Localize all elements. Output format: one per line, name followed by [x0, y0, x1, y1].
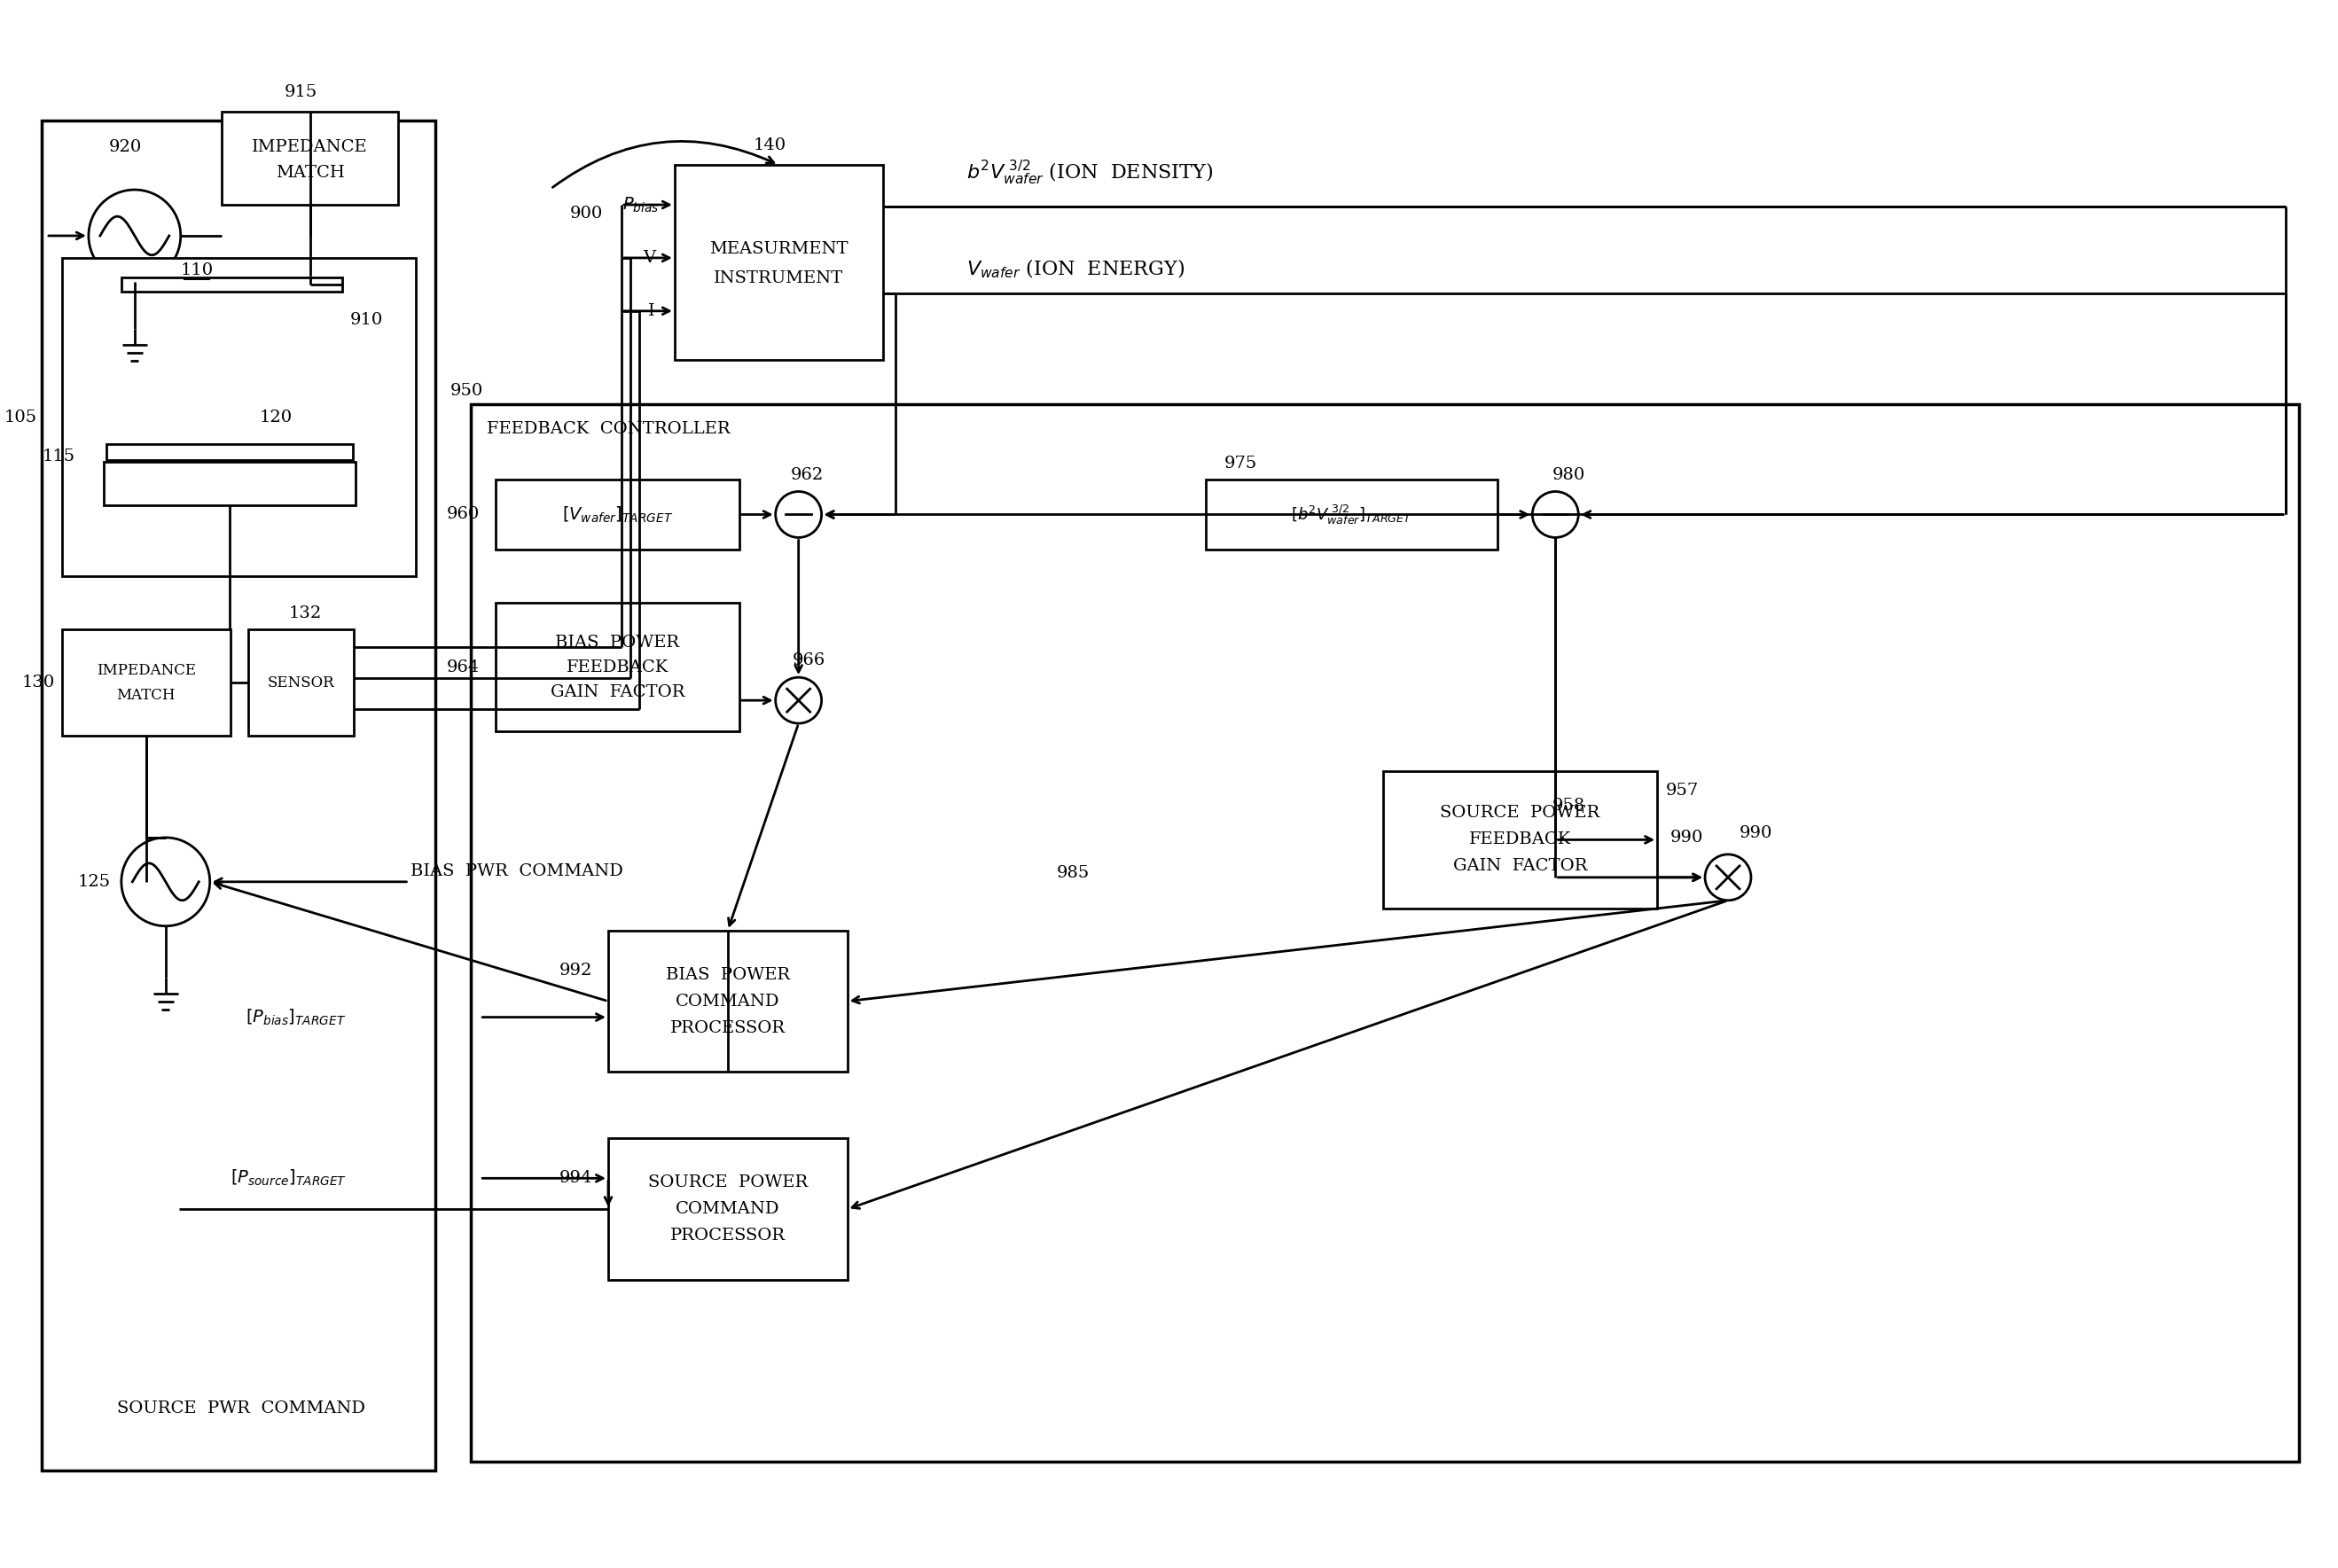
Text: MATCH: MATCH [276, 165, 344, 180]
Bar [63, 630, 229, 735]
Bar [496, 604, 739, 731]
Text: 132: 132 [290, 605, 323, 621]
Text: 115: 115 [42, 448, 75, 464]
Text: MEASURMENT: MEASURMENT [708, 241, 849, 257]
Text: BIAS  POWER: BIAS POWER [556, 635, 680, 651]
Text: SENSOR: SENSOR [267, 676, 334, 690]
Text: 130: 130 [21, 674, 56, 690]
Text: COMMAND: COMMAND [676, 993, 781, 1010]
Text: PROCESSOR: PROCESSOR [671, 1228, 786, 1243]
Text: 990: 990 [1669, 829, 1704, 845]
Bar [63, 257, 416, 577]
Text: 962: 962 [790, 467, 823, 483]
Text: 915: 915 [285, 85, 318, 100]
Text: $[V_{wafer}]_{TARGET}$: $[V_{wafer}]_{TARGET}$ [561, 505, 673, 524]
Text: GAIN  FACTOR: GAIN FACTOR [1452, 858, 1588, 875]
Text: IMPEDANCE: IMPEDANCE [253, 140, 367, 155]
Bar [222, 111, 397, 205]
Bar [1206, 480, 1499, 550]
Text: 964: 964 [447, 659, 479, 676]
Text: I: I [648, 303, 655, 318]
Bar [608, 1138, 846, 1279]
Text: SOURCE  POWER: SOURCE POWER [648, 1174, 807, 1190]
Bar [470, 405, 2298, 1461]
Text: 957: 957 [1667, 782, 1700, 800]
Text: 910: 910 [351, 312, 383, 328]
Text: $b^2V_{wafer}^{\ 3/2}$ (ION  DENSITY): $b^2V_{wafer}^{\ 3/2}$ (ION DENSITY) [966, 158, 1213, 187]
Text: 125: 125 [77, 873, 110, 889]
Bar [42, 121, 435, 1471]
Text: FEEDBACK  CONTROLLER: FEEDBACK CONTROLLER [486, 420, 729, 436]
Text: 105: 105 [5, 409, 37, 425]
Text: $V_{wafer}$ (ION  ENERGY): $V_{wafer}$ (ION ENERGY) [966, 257, 1185, 279]
Text: 120: 120 [260, 409, 292, 425]
Text: PROCESSOR: PROCESSOR [671, 1019, 786, 1036]
Bar [608, 930, 846, 1073]
Text: BIAS  PWR  COMMAND: BIAS PWR COMMAND [411, 864, 624, 880]
Text: 980: 980 [1552, 467, 1585, 483]
Text: BIAS  POWER: BIAS POWER [666, 967, 790, 983]
Text: FEEDBACK: FEEDBACK [566, 659, 669, 676]
Text: FEEDBACK: FEEDBACK [1468, 831, 1571, 848]
Text: $[P_{source}]_{TARGET}$: $[P_{source}]_{TARGET}$ [229, 1168, 346, 1189]
Text: 900: 900 [570, 205, 603, 221]
Bar [676, 165, 884, 359]
Bar [103, 461, 355, 505]
Text: 966: 966 [793, 652, 825, 668]
Text: 960: 960 [447, 506, 479, 522]
Text: SOURCE  PWR  COMMAND: SOURCE PWR COMMAND [117, 1400, 365, 1416]
Text: SOURCE  POWER: SOURCE POWER [1440, 806, 1599, 822]
Text: 958: 958 [1552, 798, 1585, 814]
Text: IMPEDANCE: IMPEDANCE [96, 663, 196, 677]
Bar [496, 480, 739, 550]
Text: $[P_{bias}]_{TARGET}$: $[P_{bias}]_{TARGET}$ [245, 1007, 346, 1027]
Text: 985: 985 [1057, 866, 1090, 881]
Bar [1382, 771, 1658, 908]
Text: 110: 110 [180, 262, 213, 278]
Text: 975: 975 [1225, 455, 1258, 470]
Text: MATCH: MATCH [117, 687, 175, 702]
Text: $[b^2V_{wafer}^{\ 3/2}]_{TARGET}$: $[b^2V_{wafer}^{\ 3/2}]_{TARGET}$ [1291, 503, 1412, 527]
Text: INSTRUMENT: INSTRUMENT [713, 270, 844, 287]
Text: 990: 990 [1739, 825, 1772, 840]
Text: 950: 950 [449, 383, 484, 398]
Bar [105, 444, 353, 459]
Text: $P_{bias}$: $P_{bias}$ [622, 196, 659, 215]
Text: COMMAND: COMMAND [676, 1201, 781, 1217]
Text: 992: 992 [559, 963, 592, 978]
Text: 994: 994 [559, 1170, 592, 1187]
Bar [248, 630, 353, 735]
Text: GAIN  FACTOR: GAIN FACTOR [549, 684, 685, 699]
Text: 140: 140 [753, 138, 786, 154]
Text: 920: 920 [110, 140, 143, 155]
Text: V: V [643, 249, 655, 267]
Bar [122, 278, 344, 292]
